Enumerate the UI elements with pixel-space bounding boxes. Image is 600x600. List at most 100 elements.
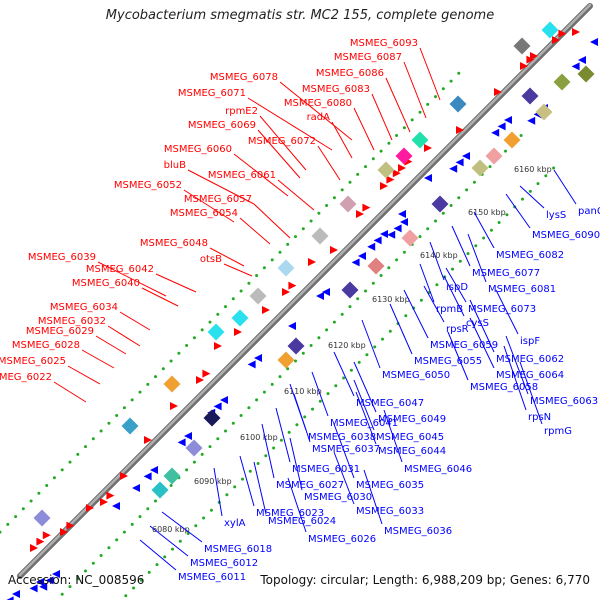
guide-dot xyxy=(239,289,243,293)
gene-feature-block xyxy=(249,287,267,305)
guide-dot xyxy=(278,250,282,254)
leader-line xyxy=(383,409,403,463)
guide-dot xyxy=(387,266,391,270)
forward-gene-arrow xyxy=(214,342,222,350)
leader-line xyxy=(403,289,429,339)
guide-dot xyxy=(99,429,103,433)
guide-dot xyxy=(544,174,548,178)
forward-gene-arrow xyxy=(494,88,502,96)
forward-gene-arrow xyxy=(456,126,464,134)
forward-gene-label-msmeg-6087: MSMEG_6087 xyxy=(334,52,402,63)
guide-dot xyxy=(130,522,134,526)
guide-dot xyxy=(287,430,291,434)
forward-gene-arrow xyxy=(42,531,51,540)
reverse-gene-arrow xyxy=(578,56,586,64)
guide-dot xyxy=(441,87,445,91)
guide-dot xyxy=(402,250,406,254)
guide-dot xyxy=(552,166,556,170)
forward-gene-arrow xyxy=(308,258,316,266)
guide-dot xyxy=(449,204,453,207)
leader-line xyxy=(293,393,311,443)
leader-line xyxy=(353,361,377,413)
forward-gene-label-msmeg-6039: MSMEG_6039 xyxy=(28,252,96,263)
dotted-guides xyxy=(0,71,556,598)
forward-gene-labels: MSMEG_6093 MSMEG_6087 MSMEG_6086 MSMEG_6083… xyxy=(0,38,441,403)
guide-dot xyxy=(115,414,119,417)
reverse-gene-arrow xyxy=(213,402,222,411)
gene-feature-block xyxy=(553,73,571,91)
guide-dot xyxy=(99,554,103,557)
guide-dot xyxy=(52,476,56,480)
guide-dot xyxy=(169,484,173,487)
guide-dot xyxy=(208,445,212,449)
reverse-gene-label-msmeg-6047: MSMEG_6047 xyxy=(356,398,424,409)
leader-line xyxy=(95,335,127,355)
forward-gene-arrow xyxy=(520,62,528,70)
reverse-gene-arrow xyxy=(380,230,388,238)
guide-dot xyxy=(317,336,321,340)
guide-dot xyxy=(76,452,80,456)
gene-feature-block xyxy=(339,195,357,213)
guide-dot xyxy=(286,367,290,371)
reverse-gene-label-msmeg-6038: MSMEG_6038 xyxy=(308,432,376,443)
gene-feature-block xyxy=(367,257,385,275)
guide-dot xyxy=(332,320,336,324)
guide-dot xyxy=(348,305,352,309)
forward-gene-arrow xyxy=(86,504,94,512)
gene-feature-block xyxy=(485,147,503,165)
forward-gene-arrow xyxy=(530,52,538,60)
guide-dot xyxy=(14,515,18,519)
scale-tick-6100-kbp: 6100 kbp xyxy=(240,433,278,442)
reverse-gene-arrow xyxy=(322,288,330,296)
guide-dot xyxy=(519,134,523,137)
guide-dot xyxy=(147,570,151,574)
leader-line xyxy=(419,47,441,101)
leader-line xyxy=(467,233,487,283)
gene-feature-block xyxy=(163,467,181,485)
guide-dot xyxy=(60,468,64,472)
leader-line xyxy=(505,193,531,229)
guide-dot xyxy=(309,219,313,223)
guide-dot xyxy=(262,266,266,270)
forward-gene-arrow xyxy=(100,498,108,506)
leader-line xyxy=(277,179,315,211)
gene-feature-block xyxy=(577,65,595,83)
reverse-gene-arrow xyxy=(367,242,376,251)
guide-dot xyxy=(426,102,430,106)
reverse-gene-label-msmeg-6044: MSMEG_6044 xyxy=(378,446,446,457)
guide-dot xyxy=(124,594,128,598)
guide-dot xyxy=(231,297,235,301)
reverse-gene-arrow xyxy=(132,484,140,492)
forward-gene-label-msmeg-6022: MSMEG_6022 xyxy=(0,372,52,383)
reverse-gene-arrow xyxy=(462,152,470,160)
leader-line xyxy=(97,261,167,297)
guide-dot xyxy=(410,118,414,122)
reverse-gene-arrow xyxy=(6,596,14,600)
reverse-gene-label-msmeg-6036: MSMEG_6036 xyxy=(384,526,452,537)
reverse-gene-label-msmeg-6023: MSMEG_6023 xyxy=(256,508,324,519)
guide-dot xyxy=(349,368,353,372)
guide-dot xyxy=(200,452,204,456)
reverse-gene-arrow xyxy=(29,584,38,593)
guide-dot xyxy=(192,336,196,340)
reverse-gene-arrow xyxy=(400,218,408,226)
guide-dot xyxy=(209,508,213,512)
guide-dot xyxy=(311,407,314,411)
leader-line xyxy=(447,331,469,381)
guide-dot xyxy=(194,524,198,528)
guide-dot xyxy=(155,563,159,567)
leader-line xyxy=(389,303,413,355)
forward-gene-label-msmeg-6032: MSMEG_6032 xyxy=(38,316,106,327)
scale-tick-6080-kbp: 6080 kbp xyxy=(152,525,190,534)
forward-gene-arrow xyxy=(392,169,401,178)
forward-gene-label-msmeg-6069: MSMEG_6069 xyxy=(188,120,256,131)
forward-gene-arrow xyxy=(66,521,75,530)
gene-feature-block xyxy=(431,195,449,213)
reverse-gene-arrow xyxy=(571,62,580,71)
leader-line xyxy=(187,169,255,205)
forward-gene-label-msmeg-6078: MSMEG_6078 xyxy=(210,72,278,83)
guide-dot xyxy=(84,445,87,449)
reverse-gene-label-msmeg-6035: MSMEG_6035 xyxy=(356,480,424,491)
scale-tick-6140-kbp: 6140 kbp xyxy=(420,251,458,260)
guide-dot xyxy=(146,507,150,511)
